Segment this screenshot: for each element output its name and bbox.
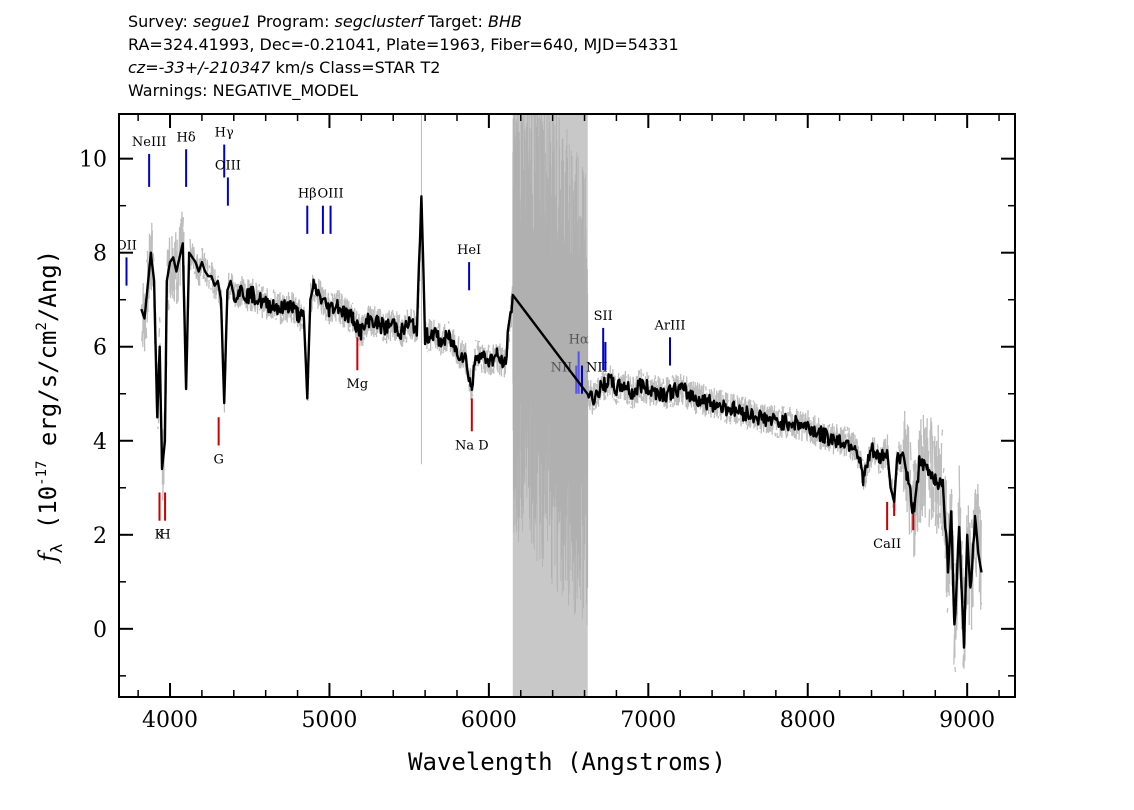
spectral-line-label: HeI [457,243,481,258]
y-tick-label: 8 [93,242,107,267]
spectral-line-label: OII [116,238,137,253]
x-tick-label: 7000 [620,708,676,733]
survey-label: Survey: [128,12,193,31]
spectral-line-label: CaII [873,537,901,552]
x-tick-label: 4000 [142,708,198,733]
spectral-line-label: Hδ [177,130,196,145]
masked-region-noise [512,114,589,626]
spectral-line-label: Hγ [215,126,234,141]
spectral-line-label: G [213,452,223,467]
spectral-line-label: ArIII [653,318,685,333]
class-text: km/s Class=STAR T2 [270,58,441,77]
y-tick-label: 0 [93,618,107,643]
spectrum-line [140,195,983,649]
spectral-line-label: Hβ [298,187,317,202]
plot-frame [118,113,1016,698]
spectral-line-label: H [159,528,170,543]
axis-ticks: 4000 5000 6000 7000 8000 9000 0 2 4 6 8 10 [79,114,1015,733]
spectral-line-label: OIII [215,158,241,173]
y-tick-label: 4 [93,430,107,455]
spectral-line-label: Na D [455,438,489,453]
spectral-line-label: K [155,528,165,543]
y-tick-label: 6 [93,336,107,361]
spectral-line-label: NeIII [132,135,166,150]
header-redshift-line: cz=-33+/-210347 km/s Class=STAR T2 [128,56,1028,79]
program-value: segclusterf [334,12,423,31]
x-axis-title: Wavelength (Angstroms) [408,748,726,776]
spectral-line-label: Hα [569,332,589,347]
redshift-value: cz=-33+/-210347 [128,58,271,77]
target-value: BHB [488,12,522,31]
spectral-line-label: OIII [318,187,344,202]
header-coordinates-line: RA=324.41993, Dec=-0.21041, Plate=1963, … [128,35,679,54]
y-axis-title: fλ (10-17 erg/s/cm2/Ang) [34,250,66,564]
y-tick-label: 10 [79,148,107,173]
header-survey-line: Survey: segue1 Program: segclusterf Targ… [128,10,1028,33]
spectrum-header: Survey: segue1 Program: segclusterf Targ… [128,10,1028,102]
target-label: Target: [422,12,488,31]
spectral-line-label: NII [551,361,573,376]
header-warnings-line: Warnings: NEGATIVE_MODEL [128,81,359,100]
survey-value: segue1 [192,12,252,31]
program-label: Program: [251,12,335,31]
x-tick-label: 6000 [461,708,517,733]
spectral-line-label: SII [594,309,613,324]
spectral-line-label: Mg [347,377,369,392]
x-tick-label: 9000 [939,708,995,733]
series-layer [140,195,983,649]
y-tick-label: 2 [93,524,107,549]
spectral-line-label: NII [586,361,608,376]
x-tick-label: 8000 [780,708,836,733]
x-tick-label: 5000 [301,708,357,733]
